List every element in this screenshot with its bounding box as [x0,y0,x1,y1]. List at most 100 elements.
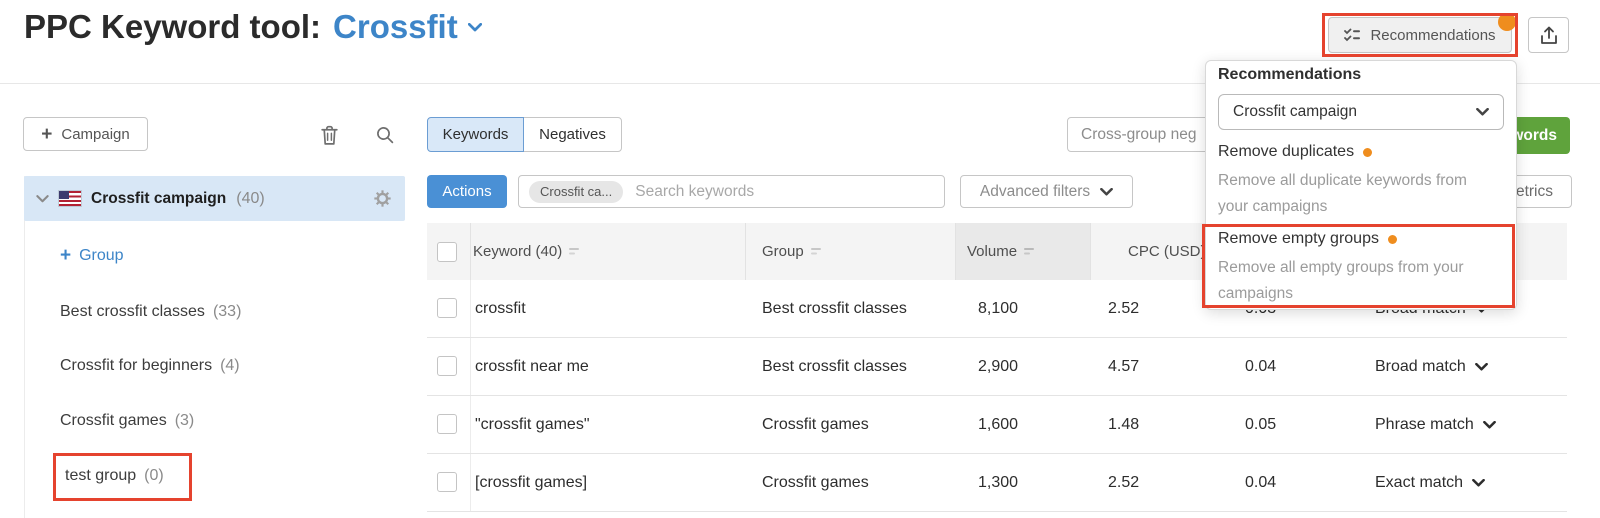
sort-icon [569,247,580,256]
cpc-cell: 2.52 [1108,300,1140,317]
column-separator [470,280,471,337]
column-header-cpc-label: CPC (USD) [1128,243,1206,260]
group-count: (4) [220,357,240,374]
competition-cell: 0.04 [1245,474,1277,491]
tab-negatives[interactable]: Negatives [523,117,622,152]
chevron-down-icon[interactable] [36,194,49,203]
column-separator [470,454,471,511]
remove-empty-groups-description: Remove all empty groups from your campai… [1218,259,1464,302]
volume-cell: 8,100 [978,300,1019,317]
orange-dot-icon [1387,234,1397,244]
column-separator [745,223,746,280]
volume-cell: 2,900 [978,358,1019,375]
column-header-volume-label: Volume [967,243,1018,260]
row-checkbox[interactable] [437,472,457,492]
column-separator [470,338,471,395]
actions-button[interactable]: Actions [427,175,507,208]
match-type-dropdown[interactable]: Broad match [1375,338,1488,395]
table-row: "crossfit games" Crossfit games 1,600 1.… [427,396,1567,454]
us-flag-icon [59,191,81,206]
recommendations-panel-title: Recommendations [1218,66,1362,83]
checklist-icon [1344,28,1361,42]
group-cell: Crossfit games [762,474,869,491]
gear-icon[interactable] [374,190,391,207]
remove-empty-groups-item[interactable]: Remove empty groups [1218,230,1397,248]
search-campaigns-button[interactable] [372,122,398,148]
volume-column-shade [955,223,1090,280]
column-separator [1090,223,1091,280]
campaign-name: Crossfit campaign [91,189,227,207]
add-group-button[interactable]: + Group [60,246,124,265]
cpc-cell: 2.52 [1108,474,1140,491]
cpc-cell: 1.48 [1108,416,1140,433]
match-type-dropdown[interactable]: Exact match [1375,454,1485,511]
header-divider [0,83,1600,84]
column-header-keyword-label: Keyword (40) [473,243,563,260]
export-button[interactable] [1528,17,1569,53]
campaign-filter-chip[interactable]: Crossfit ca... [529,180,624,203]
match-type-value: Phrase match [1375,416,1474,433]
chevron-down-icon [1100,187,1114,196]
sort-icon [1024,247,1035,256]
row-checkbox[interactable] [437,298,457,318]
column-separator [955,223,956,280]
campaign-filter-chip-label: Crossfit ca... [540,184,613,199]
remove-duplicates-label: Remove duplicates [1218,143,1355,160]
volume-cell: 1,600 [978,416,1019,433]
volume-cell: 1,300 [978,474,1019,491]
column-header-group[interactable]: Group [762,223,822,280]
match-type-value: Exact match [1375,474,1464,491]
sidebar-item-test-group[interactable]: test group (0) [65,467,164,485]
column-header-keyword[interactable]: Keyword (40) [473,223,580,280]
column-header-volume[interactable]: Volume [967,223,1035,280]
select-all-checkbox[interactable] [437,242,457,262]
search-icon [375,125,395,145]
keyword-search-box[interactable]: Crossfit ca... [518,175,945,208]
delete-button[interactable] [316,122,342,148]
group-count: (3) [174,412,195,429]
tab-keywords[interactable]: Keywords [427,117,524,152]
tab-negatives-label: Negatives [539,126,606,143]
plus-icon: + [60,245,72,266]
plus-icon: + [41,123,53,145]
keyword-cell: [crossfit games] [475,474,588,491]
recommendations-button[interactable]: Recommendations [1328,17,1512,53]
remove-duplicates-item[interactable]: Remove duplicates [1218,143,1373,161]
keyword-cell: "crossfit games" [475,416,590,433]
sidebar-item-best-crossfit-classes[interactable]: Best crossfit classes (33) [60,303,241,321]
row-checkbox[interactable] [437,414,457,434]
add-campaign-button[interactable]: + Campaign [23,117,148,151]
sidebar-item-crossfit-for-beginners[interactable]: Crossfit for beginners (4) [60,357,240,375]
sidebar-item-crossfit-campaign[interactable]: Crossfit campaign (40) [24,176,405,221]
column-header-cpc[interactable]: CPC (USD) [1128,223,1206,280]
match-type-dropdown[interactable]: Phrase match [1375,396,1496,453]
campaign-count: (40) [236,189,265,207]
keyword-cell: crossfit [475,300,526,317]
cpc-cell: 4.57 [1108,358,1140,375]
advanced-filters-button[interactable]: Advanced filters [960,175,1133,208]
sidebar-item-crossfit-games[interactable]: Crossfit games (3) [60,412,194,430]
row-checkbox[interactable] [437,356,457,376]
match-type-value: Broad match [1375,358,1466,375]
search-input[interactable] [633,181,934,202]
campaign-select[interactable]: Crossfit campaign [1218,94,1504,130]
cross-group-negatives-label: Cross-group neg [1081,125,1197,143]
trash-icon [320,125,339,146]
sidebar-left-border [24,176,25,518]
column-header-group-label: Group [762,243,804,260]
chevron-down-icon [1474,362,1488,371]
group-name: Crossfit games [60,412,167,429]
tab-keywords-label: Keywords [442,126,509,143]
project-name: Crossfit [333,8,458,45]
recommendations-button-label: Recommendations [1370,26,1496,44]
group-count: (33) [212,303,242,320]
campaign-select-value: Crossfit campaign [1233,103,1358,120]
actions-button-label: Actions [442,183,492,200]
column-separator [470,396,471,453]
project-selector[interactable]: Crossfit [333,8,482,46]
table-row: crossfit near me Best crossfit classes 2… [427,338,1567,396]
group-name: test group [65,467,137,484]
page-title: PPC Keyword tool: Crossfit [24,8,482,46]
column-separator [470,223,471,280]
